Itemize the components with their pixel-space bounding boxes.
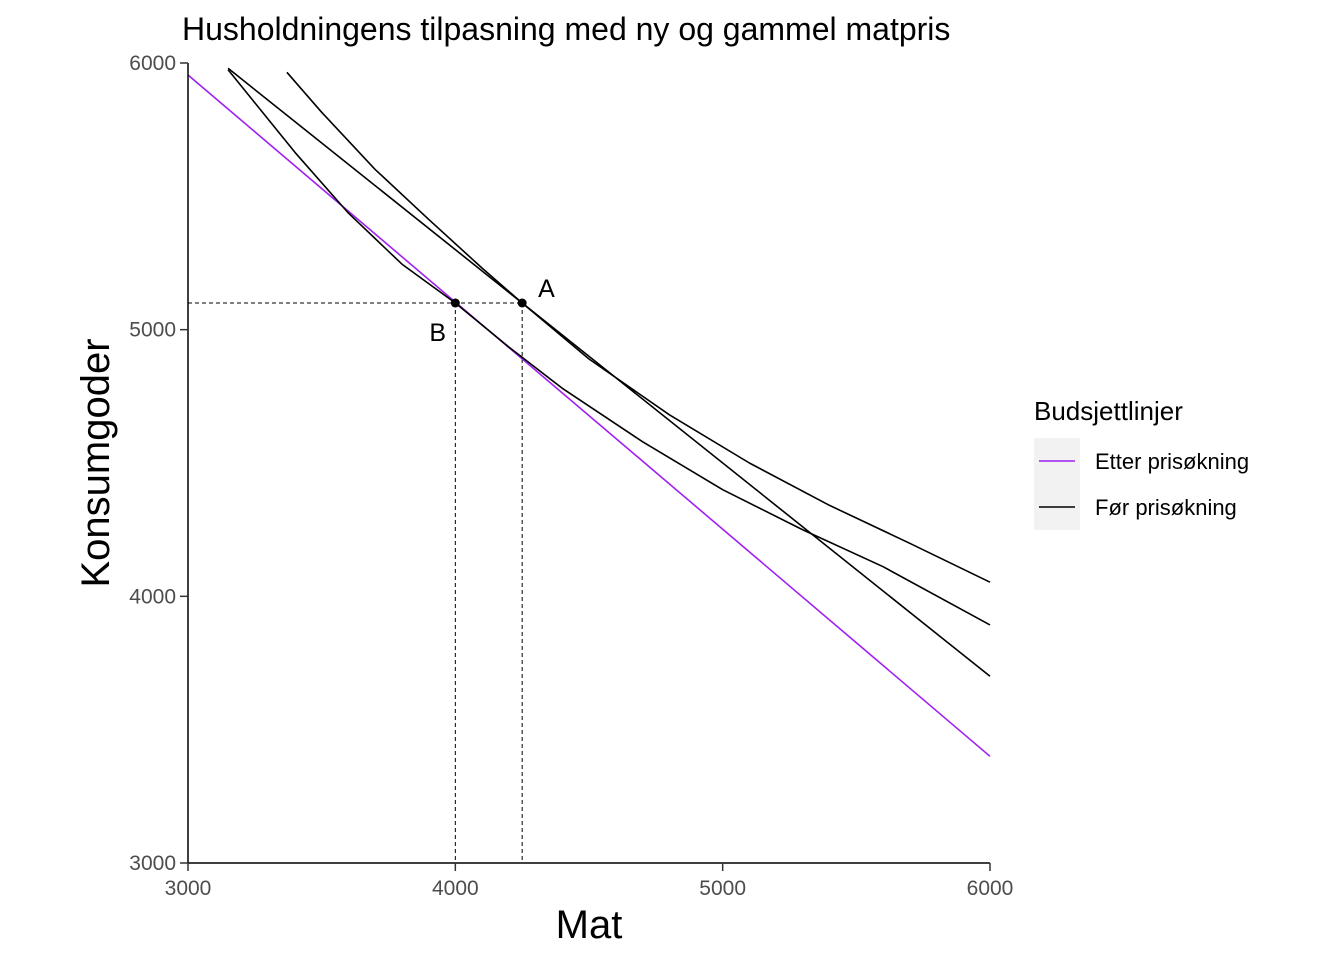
x-tick-label: 3000 bbox=[165, 877, 212, 900]
y-tick-label: 6000 bbox=[129, 52, 176, 75]
y-tick-label: 5000 bbox=[129, 319, 176, 342]
x-tick-label: 5000 bbox=[699, 877, 746, 900]
point-B bbox=[450, 298, 460, 308]
points-layer: AB bbox=[429, 275, 555, 347]
legend-title: Budsjettlinjer bbox=[1034, 396, 1183, 426]
x-axis-title: Mat bbox=[556, 903, 623, 947]
y-axis-title: Konsumgoder bbox=[74, 338, 118, 587]
legend-label: Etter prisøkning bbox=[1095, 449, 1249, 474]
y-tick-label: 4000 bbox=[129, 585, 176, 608]
chart-title: Husholdningens tilpasning med ny og gamm… bbox=[182, 11, 950, 47]
budget-line-0 bbox=[187, 74, 991, 757]
guide-lines bbox=[188, 302, 523, 863]
x-ticks: 3000 4000 5000 6000 bbox=[165, 863, 1014, 900]
x-tick-label: 6000 bbox=[967, 877, 1014, 900]
plot-area: AB bbox=[187, 67, 991, 863]
point-A bbox=[517, 298, 527, 308]
indifference-curve-2 bbox=[286, 71, 991, 583]
point-label: A bbox=[538, 275, 555, 303]
x-tick-label: 4000 bbox=[432, 877, 479, 900]
legend-label: Før prisøkning bbox=[1095, 495, 1237, 520]
legend-entries: Etter prisøkning Før prisøkning bbox=[1034, 438, 1249, 530]
point-label: B bbox=[429, 319, 446, 347]
series-layer bbox=[187, 67, 991, 757]
legend: Budsjettlinjer Etter prisøkning Før prisø… bbox=[1034, 396, 1249, 530]
indifference-curve-3 bbox=[227, 69, 991, 626]
y-ticks: 3000 4000 5000 6000 bbox=[129, 52, 188, 875]
y-tick-label: 3000 bbox=[129, 852, 176, 875]
